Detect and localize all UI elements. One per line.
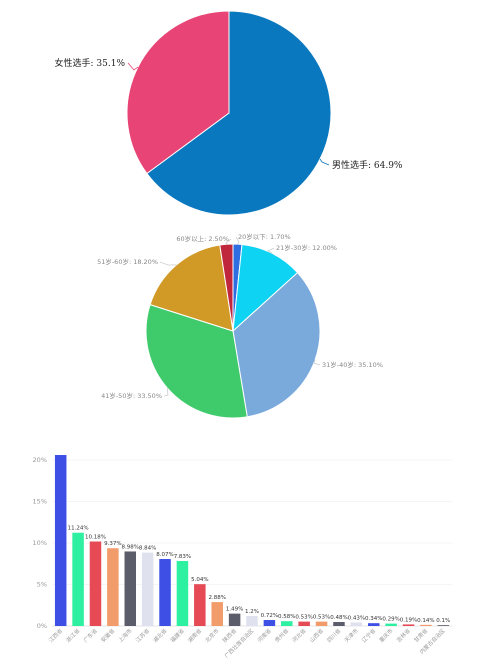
pie-leader-line	[313, 359, 321, 366]
bar-value-label: 0.58%	[278, 614, 295, 620]
y-tick-label: 0%	[37, 622, 47, 630]
pie-slice-label: 60岁以上: 2.50%	[176, 234, 229, 243]
bar-value-label: 8.84%	[139, 546, 156, 552]
bar	[350, 622, 363, 626]
x-tick-label: 江苏省	[134, 626, 152, 644]
bar	[281, 621, 293, 626]
bar	[420, 624, 432, 626]
x-tick-label: 甘肃省	[412, 626, 430, 644]
pie-leader-line	[267, 247, 275, 254]
pie-slice-label: 21岁-30岁: 12.00%	[276, 243, 337, 252]
bar-value-label: 2.88%	[208, 595, 225, 601]
x-tick-label: 广西壮族自治区	[223, 626, 256, 659]
bar-value-label: 9.37%	[104, 541, 121, 547]
bar-value-label: 1.49%	[226, 607, 243, 613]
bar-value-label: 0.48%	[330, 615, 347, 621]
bar-value-label: 0.43%	[348, 615, 365, 621]
x-tick-label: 安徽省	[99, 626, 117, 644]
pie-slice-label: 男性选手: 64.9%	[332, 159, 403, 171]
pie-slice	[126, 10, 230, 175]
x-tick-label: 四川省	[325, 626, 343, 644]
bar	[124, 551, 137, 626]
x-tick-label: 重庆市	[377, 626, 395, 644]
x-tick-label: 湖北省	[151, 626, 169, 644]
pie-slice-label: 41岁-50岁: 33.50%	[101, 391, 162, 400]
bar	[402, 624, 415, 626]
x-tick-label: 河北省	[290, 626, 308, 644]
x-tick-label: 天津市	[342, 626, 360, 644]
bar	[263, 620, 276, 626]
y-tick-label: 15%	[33, 498, 47, 506]
pie-slice-label: 51岁-60岁: 18.20%	[97, 257, 158, 266]
bar	[298, 621, 310, 626]
bar-value-label: 0.72%	[261, 613, 278, 619]
x-tick-label: 北京市	[203, 626, 221, 644]
bar	[159, 559, 171, 626]
bar-value-label: 1.2%	[245, 609, 259, 615]
bar	[385, 623, 397, 626]
bar-value-label: 10.18%	[85, 535, 106, 541]
bar-value-label: 0.34%	[365, 616, 382, 622]
bar-value-label: 0.14%	[417, 618, 434, 624]
bar	[437, 625, 450, 626]
pie-leader-line	[163, 387, 169, 397]
bar-value-label: 7.83%	[174, 554, 191, 560]
bar-value-label: 11.24%	[68, 526, 89, 532]
bar-value-label: 0.1%	[436, 618, 450, 624]
bar	[367, 623, 380, 626]
y-tick-label: 20%	[33, 456, 47, 464]
x-tick-label: 山西省	[308, 626, 326, 644]
x-tick-label: 陕西省	[221, 626, 239, 644]
province-bar-chart: 0% 5% 10% 15% 20% 江西省 11.24% 浙江省 10.18% 广东省 9.37% 安…	[33, 455, 452, 660]
bar-value-label: 0.19%	[400, 617, 417, 623]
x-tick-label: 辽宁省	[360, 626, 378, 644]
y-tick-label: 10%	[33, 539, 47, 547]
x-tick-label: 福建省	[169, 626, 187, 644]
x-tick-label: 江西省	[47, 626, 65, 644]
pie-slice-label: 31岁-40岁: 35.10%	[322, 360, 383, 369]
bar	[141, 552, 154, 626]
x-tick-label: 贵州省	[273, 626, 291, 644]
bar	[211, 602, 223, 626]
x-tick-label: 广东省	[82, 626, 100, 644]
bar	[176, 561, 189, 626]
pie-leader-line	[159, 261, 177, 266]
bar-value-label: 5.04%	[191, 577, 208, 583]
bar-value-label: 8.07%	[156, 552, 173, 558]
pie-slice	[232, 243, 299, 333]
pie-leader-line	[235, 236, 240, 245]
bar-value-label: 0.53%	[295, 615, 312, 621]
x-tick-label: 吉林省	[395, 626, 413, 644]
pie-leader-line	[319, 158, 330, 166]
x-tick-label: 浙江省	[64, 626, 82, 644]
bar	[54, 455, 67, 626]
pie-slice	[145, 303, 248, 419]
gender-pie-chart: 男性选手: 64.9% 女性选手: 35.1%	[55, 10, 403, 216]
y-tick-label: 5%	[37, 581, 47, 589]
pie-slice-label: 20岁以下: 1.70%	[238, 232, 291, 241]
x-tick-label: 湖南省	[186, 626, 204, 644]
bar	[228, 613, 241, 626]
pie-slice	[149, 244, 234, 332]
bar	[246, 616, 258, 626]
bar-value-label: 0.53%	[313, 615, 330, 621]
bar	[315, 621, 328, 626]
bar	[89, 541, 102, 626]
x-tick-label: 上海市	[116, 626, 134, 644]
bar	[72, 532, 84, 626]
bar-value-label: 0.29%	[382, 617, 399, 623]
age-pie-chart: 20岁以下: 1.70% 21岁-30岁: 12.00% 31岁-40岁: 35.1…	[97, 232, 383, 419]
bar	[194, 584, 206, 626]
x-tick-label: 河南省	[255, 626, 273, 644]
pie-slice	[232, 271, 321, 418]
bar	[107, 548, 119, 626]
bar-value-label: 8.98%	[122, 544, 139, 550]
bar	[333, 622, 345, 626]
pie-leader-line	[127, 62, 139, 71]
pie-leader-line	[225, 238, 232, 245]
pie-slice-label: 女性选手: 35.1%	[55, 57, 126, 69]
